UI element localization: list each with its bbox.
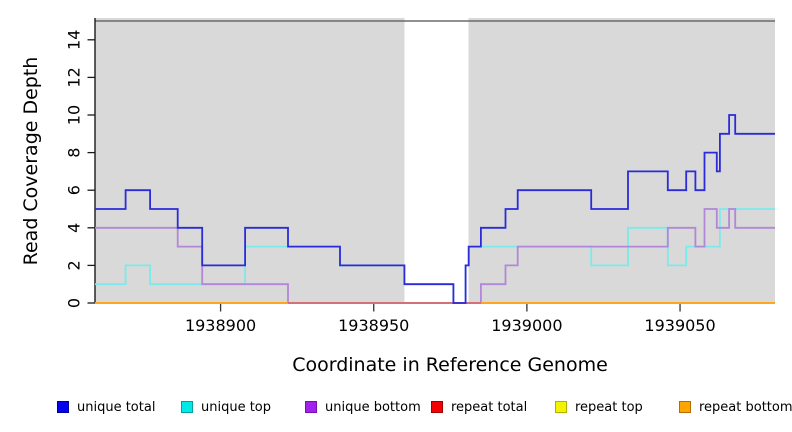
legend-item-repeat-top: repeat top xyxy=(555,399,643,415)
x-tick-label: 1939000 xyxy=(491,316,562,335)
legend-swatch-unique-top xyxy=(181,401,193,413)
legend-label: unique top xyxy=(201,399,272,415)
legend-swatch-unique-total xyxy=(57,401,69,413)
y-tick-label: 4 xyxy=(65,223,84,233)
legend-item-unique-total: unique total xyxy=(57,399,155,415)
legend-label: repeat top xyxy=(575,399,643,415)
y-axis-label: Read Coverage Depth xyxy=(20,56,42,266)
legend-item-repeat-total: repeat total xyxy=(431,399,527,415)
legend-item-unique-bottom: unique bottom xyxy=(305,399,421,415)
legend-swatch-repeat-total xyxy=(431,401,443,413)
legend-swatch-unique-bottom xyxy=(305,401,317,413)
x-axis-label: Coordinate in Reference Genome xyxy=(292,354,608,376)
legend: unique total unique top unique bottom repea… xyxy=(0,399,792,419)
x-tick-label: 1938900 xyxy=(185,316,256,335)
legend-swatch-repeat-top xyxy=(555,401,567,413)
legend-label: unique bottom xyxy=(325,399,421,415)
y-tick-label: 8 xyxy=(65,148,84,158)
series-unique-bottom xyxy=(95,208,775,304)
legend-label: unique total xyxy=(77,399,156,415)
legend-item-repeat-bottom: repeat bottom xyxy=(679,399,792,415)
y-tick-label: 14 xyxy=(65,30,84,50)
legend-swatch-repeat-bottom xyxy=(679,401,691,413)
legend-item-unique-top: unique top xyxy=(181,399,271,415)
masked-region xyxy=(404,18,469,303)
legend-label: repeat total xyxy=(451,399,528,415)
x-tick-label: 1938950 xyxy=(338,316,409,335)
y-tick-label: 2 xyxy=(65,260,84,270)
y-tick-label: 10 xyxy=(65,105,84,125)
y-tick-label: 12 xyxy=(65,67,84,87)
y-tick-label: 6 xyxy=(65,185,84,195)
legend-label: repeat bottom xyxy=(699,399,792,415)
y-tick-label: 0 xyxy=(65,298,84,308)
x-tick-label: 1939050 xyxy=(644,316,715,335)
series-unique-total xyxy=(95,114,775,304)
